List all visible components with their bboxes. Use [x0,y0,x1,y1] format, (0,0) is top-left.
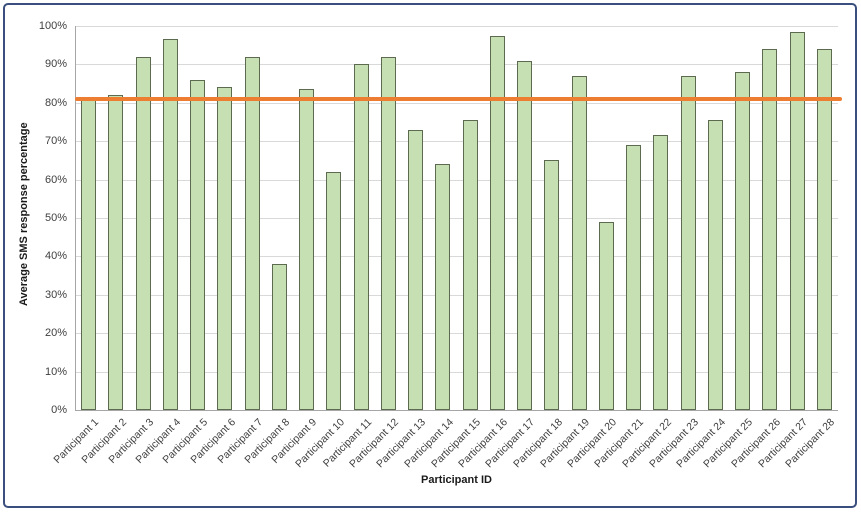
bar-participant-26 [762,49,778,410]
bar-participant-8 [271,264,287,410]
y-tick-label: 100% [38,20,67,32]
y-tick-label: 70% [44,135,67,147]
gridline [75,180,838,181]
bar-participant-25 [735,72,751,410]
y-tick-label: 20% [44,327,67,339]
y-tick-label: 80% [44,97,67,109]
bar-participant-21 [626,145,642,410]
bar-participant-11 [353,64,369,410]
target-reference-line [75,97,842,101]
gridline [75,64,838,65]
bar-participant-1 [81,99,97,410]
bar-participant-3 [135,56,151,410]
x-axis-title: Participant ID [421,474,492,486]
gridline [75,26,838,27]
gridline [75,141,838,142]
bar-participant-24 [707,120,723,410]
bar-participant-15 [462,120,478,410]
bar-participant-23 [680,75,696,410]
y-tick-label: 50% [44,212,67,224]
y-tick-label: 0% [51,404,67,416]
gridline [75,218,838,219]
bar-participant-27 [789,31,805,410]
bar-participant-18 [544,160,560,410]
bar-participant-13 [408,129,424,410]
bar-participant-20 [598,221,614,410]
gridline [75,372,838,373]
bar-participant-4 [162,39,178,410]
gridline [75,103,838,104]
bar-participant-10 [326,171,342,410]
gridline [75,333,838,334]
bar-participant-5 [190,79,206,410]
y-axis-line [75,26,76,410]
y-tick-label: 60% [44,174,67,186]
y-tick-label: 40% [44,250,67,262]
bar-participant-17 [517,60,533,410]
y-tick-label: 30% [44,289,67,301]
bar-participant-9 [299,89,315,410]
y-tick-label: 90% [44,58,67,70]
bar-participant-7 [244,56,260,410]
y-tick-label: 10% [44,366,67,378]
bar-participant-12 [380,56,396,410]
bar-participant-19 [571,75,587,410]
bar-participant-6 [217,87,233,410]
gridline [75,256,838,257]
bar-participant-22 [653,135,669,410]
bar-participant-14 [435,164,451,410]
gridline [75,295,838,296]
bar-participant-2 [108,95,124,410]
bar-participant-28 [816,49,832,410]
bar-participant-16 [489,35,505,410]
x-axis-line [75,410,838,411]
